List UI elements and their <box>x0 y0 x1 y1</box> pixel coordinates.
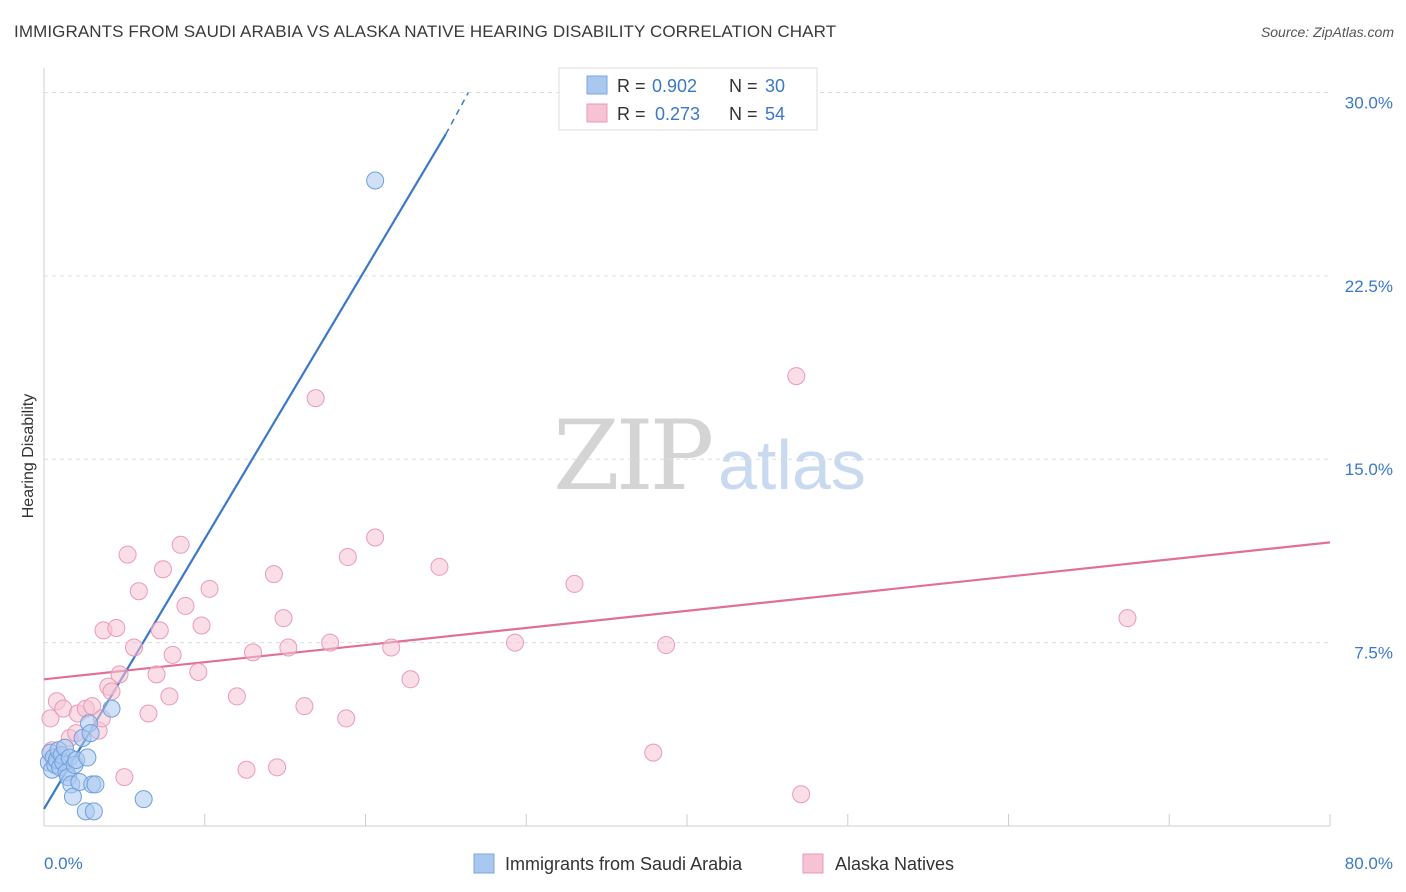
point-alaska-natives <box>176 596 195 615</box>
legend-swatch-saudi-arabia <box>473 853 495 874</box>
point-alaska-natives <box>139 704 158 723</box>
stats-n-label-blue: N = <box>729 76 758 96</box>
stats-legend-swatch-blue <box>586 75 608 95</box>
point-saudi-arabia <box>81 724 100 743</box>
point-alaska-natives <box>279 638 298 657</box>
point-saudi-arabia <box>102 699 121 718</box>
stats-legend-swatch-pink <box>586 103 608 123</box>
point-alaska-natives <box>153 560 172 579</box>
stats-n-value-blue: 30 <box>765 76 785 96</box>
point-alaska-natives <box>107 618 126 637</box>
watermark-atlas: atlas <box>718 426 866 504</box>
point-alaska-natives <box>243 643 262 662</box>
point-alaska-natives <box>171 535 190 554</box>
point-alaska-natives <box>237 760 256 779</box>
point-alaska-natives <box>382 638 401 657</box>
trend-line-alaska-natives <box>43 541 1331 681</box>
stats-n-value-pink: 54 <box>765 104 785 124</box>
point-alaska-natives <box>41 709 60 728</box>
series-saudi-arabia <box>39 171 385 821</box>
point-alaska-natives <box>83 697 102 716</box>
y-tick-label: 30.0% <box>1345 93 1393 112</box>
point-alaska-natives <box>268 758 287 777</box>
point-alaska-natives <box>338 548 357 567</box>
point-alaska-natives <box>505 633 524 652</box>
point-alaska-natives <box>792 785 811 804</box>
point-saudi-arabia <box>366 171 385 190</box>
point-alaska-natives <box>150 621 169 640</box>
trend-line-extension-saudi-arabia <box>445 92 470 135</box>
stats-r-value-blue: 0.902 <box>652 76 697 96</box>
point-alaska-natives <box>118 545 137 564</box>
point-alaska-natives <box>321 633 340 652</box>
point-alaska-natives <box>565 574 584 593</box>
x-tick-label-max: 80.0% <box>1345 854 1393 873</box>
legend-label-saudi-arabia: Immigrants from Saudi Arabia <box>505 854 743 874</box>
point-alaska-natives <box>125 638 144 657</box>
stats-r-label-blue: R = <box>617 76 646 96</box>
point-alaska-natives <box>274 609 293 628</box>
point-alaska-natives <box>264 565 283 584</box>
point-alaska-natives <box>787 367 806 386</box>
series-legend: Immigrants from Saudi Arabia Alaska Nati… <box>473 853 954 874</box>
y-tick-label: 22.5% <box>1345 277 1393 296</box>
point-alaska-natives <box>1118 609 1137 628</box>
point-alaska-natives <box>366 528 385 547</box>
point-alaska-natives <box>306 389 325 408</box>
point-alaska-natives <box>102 682 121 701</box>
y-tick-labels: 7.5% 15.0% 22.5% 30.0% <box>1345 93 1393 662</box>
point-alaska-natives <box>337 709 356 728</box>
point-saudi-arabia <box>78 748 97 767</box>
x-tick-label-min: 0.0% <box>44 854 83 873</box>
point-saudi-arabia <box>134 790 153 809</box>
chart-title: IMMIGRANTS FROM SAUDI ARABIA VS ALASKA N… <box>14 22 837 41</box>
point-alaska-natives <box>163 645 182 664</box>
point-alaska-natives <box>192 616 211 635</box>
stats-r-label-pink: R = <box>617 104 646 124</box>
point-alaska-natives <box>644 743 663 762</box>
point-alaska-natives <box>295 697 314 716</box>
y-axis-label: Hearing Disability <box>20 394 37 519</box>
point-alaska-natives <box>200 579 219 598</box>
point-alaska-natives <box>129 582 148 601</box>
y-tick-label: 15.0% <box>1345 460 1393 479</box>
gridlines <box>44 91 1330 644</box>
y-tick-label: 7.5% <box>1354 644 1393 663</box>
point-alaska-natives <box>147 665 166 684</box>
point-alaska-natives <box>110 665 129 684</box>
point-alaska-natives <box>115 768 134 787</box>
legend-label-alaska-natives: Alaska Natives <box>835 854 954 874</box>
watermark-zip: ZIP <box>553 400 712 512</box>
point-alaska-natives <box>160 687 179 706</box>
point-alaska-natives <box>657 636 676 655</box>
point-alaska-natives <box>401 670 420 689</box>
point-saudi-arabia <box>84 802 103 821</box>
x-ticks <box>204 814 1331 826</box>
source-credit: Source: ZipAtlas.com <box>1260 24 1394 40</box>
stats-n-label-pink: N = <box>729 104 758 124</box>
point-alaska-natives <box>189 662 208 681</box>
point-alaska-natives <box>430 557 449 576</box>
point-saudi-arabia <box>86 775 105 794</box>
stats-legend: R = 0.902 N = 30 R = 0.273 N = 54 <box>558 67 818 131</box>
point-alaska-natives <box>227 687 246 706</box>
legend-swatch-alaska-natives <box>802 853 824 874</box>
stats-r-value-pink: 0.273 <box>655 104 700 124</box>
